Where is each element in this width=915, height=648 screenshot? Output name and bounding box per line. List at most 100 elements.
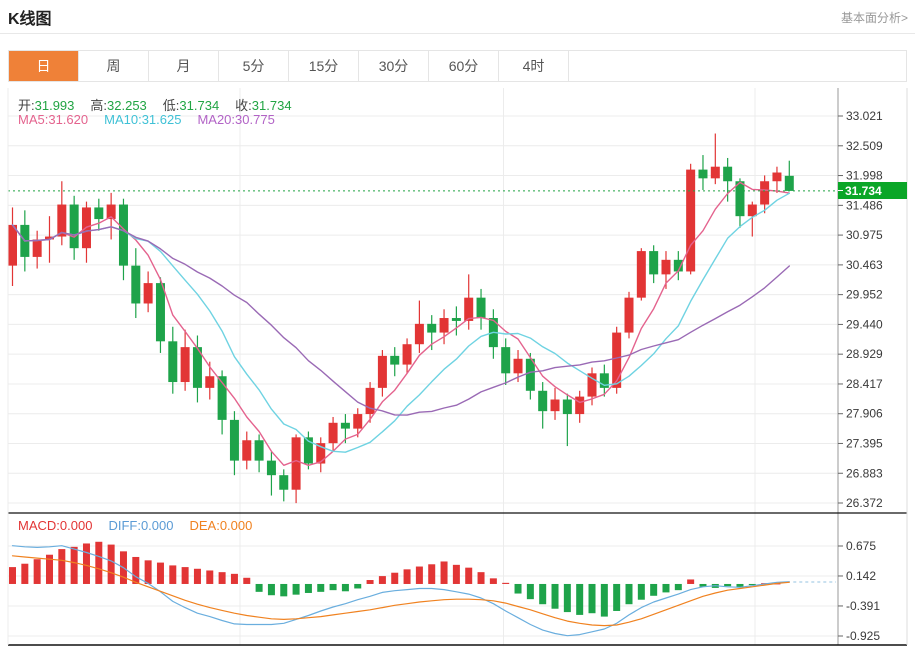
candle-body — [476, 297, 486, 319]
tick-label: 28.929 — [846, 347, 883, 361]
legend-macd-item-1: DIFF:0.000 — [108, 518, 173, 533]
macd-bar — [9, 567, 16, 584]
tick-label: 27.906 — [846, 407, 883, 421]
macd-bar — [736, 583, 744, 588]
tab-period-6[interactable]: 60分 — [429, 51, 499, 81]
candle-body — [316, 443, 326, 464]
macd-bar — [132, 556, 140, 584]
candle-body — [69, 204, 79, 249]
macd-bar — [576, 583, 584, 615]
ma-legend: MA5:31.620 MA10:31.625 MA20:30.775 — [18, 112, 291, 127]
tick-label: -0.925 — [846, 629, 880, 643]
header-divider — [0, 33, 915, 34]
fundamental-analysis-link[interactable]: 基本面分析> — [840, 11, 908, 25]
macd-bar — [378, 576, 386, 584]
legend-ohlc-item-2: 低:31.734 — [163, 98, 219, 113]
legend-macd-value-0: 0.000 — [59, 518, 93, 533]
candle-body — [291, 437, 301, 490]
tick-label: 31.486 — [846, 198, 883, 212]
candle-body — [673, 259, 683, 272]
candle-body — [710, 166, 720, 179]
tab-period-5[interactable]: 30分 — [359, 51, 429, 81]
tick-label: 29.952 — [846, 288, 883, 302]
legend-ma-value-0: 31.620 — [48, 112, 89, 127]
legend-macd-label-1: DIFF: — [108, 518, 141, 533]
macd-bar — [440, 561, 448, 584]
macd-bar — [292, 583, 300, 595]
macd-bar — [502, 582, 510, 584]
macd-bar — [280, 583, 288, 597]
macd-bar — [674, 583, 682, 591]
candle-body — [254, 440, 264, 461]
macd-bar — [489, 578, 497, 584]
macd-bar — [551, 583, 559, 609]
tab-period-2[interactable]: 月 — [149, 51, 219, 81]
macd-bar — [45, 554, 53, 584]
ma20-line — [11, 224, 790, 416]
candle-body — [525, 358, 535, 391]
dea-line — [11, 555, 790, 627]
macd-bar — [95, 541, 103, 584]
candle-body — [118, 204, 128, 266]
macd-bar — [526, 583, 534, 600]
candle-body — [229, 419, 239, 461]
macd-bar — [218, 572, 226, 584]
legend-ma-label-1: MA10: — [104, 112, 142, 127]
macd-bar — [662, 583, 670, 593]
tab-period-1[interactable]: 周 — [79, 51, 149, 81]
tick-label: 30.463 — [846, 258, 883, 272]
tick-label: -0.391 — [846, 599, 880, 613]
candle-body — [192, 347, 202, 388]
candle-body — [168, 341, 178, 383]
tick-label: 32.509 — [846, 139, 883, 153]
candle-body — [464, 297, 474, 321]
candle-body — [612, 332, 622, 388]
tab-period-3[interactable]: 5分 — [219, 51, 289, 81]
tick-label: 26.883 — [846, 466, 883, 480]
candle-body — [427, 323, 437, 333]
candle-body — [365, 387, 375, 415]
legend-ohlc-item-0: 开:31.993 — [18, 98, 74, 113]
legend-ma-label-0: MA5: — [18, 112, 49, 127]
tab-period-4[interactable]: 15分 — [289, 51, 359, 81]
candle-body — [513, 358, 523, 374]
tick-label: 31.998 — [846, 169, 883, 183]
macd-bar — [403, 569, 411, 584]
macd-bar — [477, 572, 485, 584]
candle-body — [747, 204, 757, 217]
macd-bar — [354, 583, 362, 589]
legend-ohlc-item-1: 高:32.253 — [90, 98, 146, 113]
legend-ma-item-0: MA5:31.620 — [18, 112, 88, 127]
macd-bar — [329, 583, 337, 591]
macd-bar — [82, 543, 90, 584]
macd-bar — [748, 583, 756, 586]
tab-period-0[interactable]: 日 — [9, 51, 79, 81]
candle-body — [439, 318, 449, 333]
candle-body — [266, 460, 276, 476]
macd-bar — [514, 583, 522, 594]
macd-bar — [169, 565, 177, 584]
legend-ma-label-2: MA20: — [197, 112, 236, 127]
candle-body — [180, 347, 190, 383]
candle-body — [340, 422, 350, 429]
macd-bar — [563, 583, 571, 613]
macd-bar — [156, 562, 164, 584]
candle-body — [155, 283, 165, 342]
legend-macd-item-2: DEA:0.000 — [189, 518, 252, 533]
page-title: K线图 — [8, 11, 52, 28]
tick-label: 30.975 — [846, 228, 883, 242]
macd-bar — [317, 583, 325, 592]
macd-bar — [107, 544, 115, 584]
diff-line — [11, 545, 790, 637]
tab-period-7[interactable]: 4时 — [499, 51, 569, 81]
candle-body — [501, 347, 511, 374]
macd-bar — [181, 567, 189, 584]
legend-ohlc-item-3: 收:31.734 — [235, 98, 291, 113]
legend-ma-item-2: MA20:30.775 — [197, 112, 274, 127]
macd-bar — [144, 560, 152, 584]
candle-body — [735, 181, 745, 217]
ohlc-legend: 开:31.993 高:32.253 低:31.734 收:31.734 — [18, 95, 308, 114]
candle-body — [44, 236, 54, 240]
